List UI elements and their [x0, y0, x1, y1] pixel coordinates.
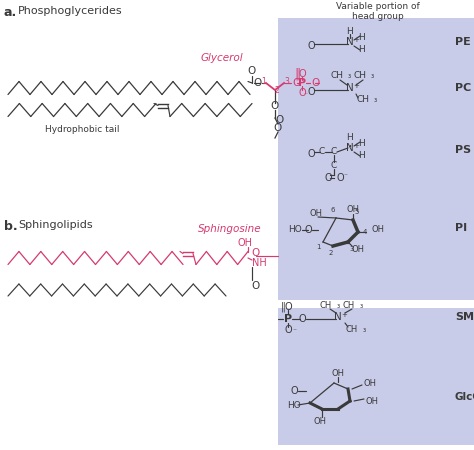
Text: N: N	[346, 37, 354, 47]
Text: O: O	[292, 78, 300, 88]
Text: head group: head group	[352, 12, 404, 21]
Text: CH: CH	[354, 72, 366, 81]
Text: 4: 4	[363, 229, 367, 235]
Text: O: O	[298, 88, 306, 98]
Text: ⁻: ⁻	[304, 90, 308, 99]
Text: GlcCer: GlcCer	[455, 392, 474, 402]
Text: OH: OH	[372, 225, 385, 234]
Bar	[278, 308, 474, 445]
Text: HO: HO	[287, 400, 301, 410]
Text: H: H	[359, 152, 365, 161]
Text: ‖: ‖	[295, 68, 301, 81]
Text: PE: PE	[455, 37, 471, 47]
Text: O: O	[304, 225, 312, 235]
Text: +: +	[353, 143, 359, 149]
Text: O: O	[308, 87, 316, 97]
Text: SM: SM	[455, 312, 474, 322]
Text: O: O	[324, 173, 332, 183]
Text: PI: PI	[455, 223, 467, 233]
Text: NH: NH	[252, 258, 267, 268]
Text: +: +	[341, 312, 347, 318]
Text: ‖: ‖	[281, 302, 285, 312]
Text: Phosphoglycerides: Phosphoglycerides	[18, 6, 123, 16]
Bar	[278, 18, 474, 300]
Text: ₃: ₃	[348, 72, 351, 81]
Text: +: +	[353, 37, 359, 43]
Text: O: O	[336, 173, 344, 183]
Text: Variable portion of: Variable portion of	[336, 2, 420, 11]
Text: CH: CH	[320, 301, 332, 310]
Text: O: O	[271, 101, 279, 111]
Text: OH: OH	[331, 369, 345, 378]
Text: a.: a.	[4, 6, 17, 19]
Text: OH: OH	[366, 396, 379, 405]
Text: 5: 5	[355, 209, 359, 215]
Text: H: H	[359, 45, 365, 54]
Text: H: H	[346, 27, 354, 36]
Text: O: O	[298, 69, 306, 79]
Text: OH: OH	[352, 246, 365, 255]
Text: O: O	[284, 302, 292, 312]
Text: ₃: ₃	[371, 72, 374, 81]
Text: H: H	[346, 134, 354, 143]
Text: CH: CH	[330, 72, 344, 81]
Text: P: P	[298, 78, 306, 88]
Text: OH: OH	[313, 417, 327, 426]
Text: C: C	[331, 148, 337, 157]
Text: ₃: ₃	[374, 95, 377, 104]
Text: CH: CH	[356, 95, 370, 104]
Text: N: N	[346, 83, 354, 93]
Text: Sphingolipids: Sphingolipids	[18, 220, 92, 230]
Text: +: +	[353, 83, 359, 89]
Text: O: O	[252, 281, 260, 291]
Text: 6: 6	[331, 207, 335, 213]
Text: ₃: ₃	[360, 301, 363, 310]
Text: O: O	[274, 123, 282, 133]
Text: 1: 1	[262, 77, 266, 86]
Text: O: O	[276, 115, 284, 125]
Text: PS: PS	[455, 145, 471, 155]
Text: O: O	[290, 386, 298, 396]
Text: C: C	[319, 148, 325, 157]
Text: C: C	[331, 162, 337, 171]
Text: OH: OH	[310, 210, 322, 219]
Text: Sphingosine: Sphingosine	[198, 224, 262, 234]
Text: Hydrophobic tail: Hydrophobic tail	[45, 125, 119, 134]
Text: O: O	[311, 78, 319, 88]
Text: O: O	[308, 149, 316, 159]
Text: O: O	[252, 248, 260, 258]
Text: OH: OH	[364, 378, 377, 387]
Text: 1: 1	[316, 244, 320, 250]
Text: HO: HO	[288, 225, 302, 234]
Text: 2: 2	[329, 250, 333, 256]
Text: H: H	[359, 32, 365, 41]
Text: N: N	[334, 312, 342, 322]
Text: O: O	[308, 41, 316, 51]
Text: PC: PC	[455, 83, 471, 93]
Text: b.: b.	[4, 220, 18, 233]
Text: N: N	[346, 143, 354, 153]
Text: O: O	[248, 66, 256, 76]
Text: OH: OH	[346, 206, 359, 215]
Text: P: P	[284, 314, 292, 324]
Text: ⁻: ⁻	[343, 171, 347, 180]
Text: O: O	[254, 78, 262, 88]
Text: Glycerol: Glycerol	[201, 53, 243, 63]
Text: H: H	[359, 139, 365, 148]
Text: ₃: ₃	[363, 324, 366, 333]
Text: 3: 3	[350, 246, 354, 252]
Text: ₃: ₃	[337, 301, 340, 310]
Text: ⁻: ⁻	[292, 327, 296, 336]
Text: 2: 2	[274, 86, 279, 95]
Text: CH: CH	[343, 301, 355, 310]
Text: O: O	[298, 314, 306, 324]
Text: O: O	[284, 325, 292, 335]
Text: 3: 3	[284, 77, 290, 86]
Text: CH: CH	[346, 324, 358, 333]
Text: OH: OH	[237, 238, 253, 248]
